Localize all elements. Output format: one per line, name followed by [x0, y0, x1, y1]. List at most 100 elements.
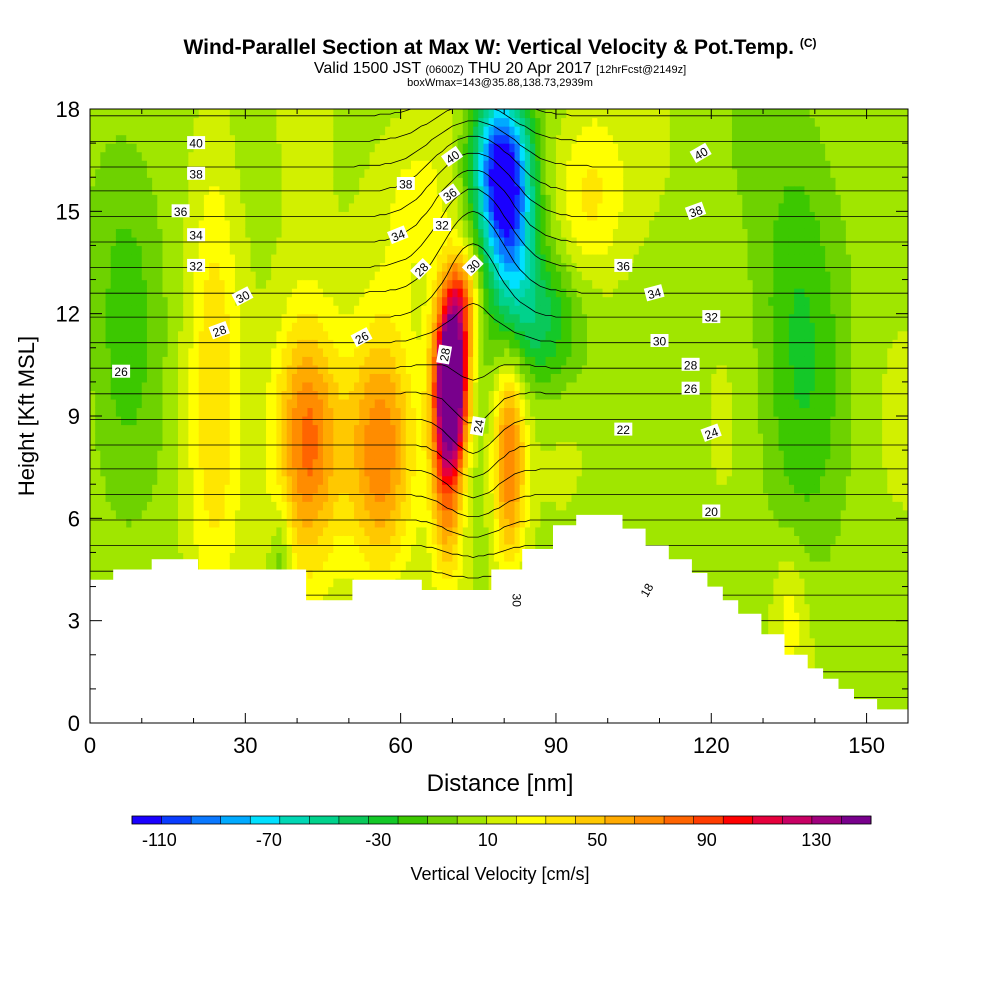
velocity-cell — [322, 433, 329, 443]
velocity-cell — [255, 160, 262, 170]
velocity-cell — [369, 467, 376, 477]
velocity-cell — [266, 339, 272, 349]
velocity-cell — [209, 484, 215, 494]
velocity-cell — [421, 202, 428, 212]
velocity-cell — [162, 134, 169, 144]
velocity-cell — [193, 151, 200, 161]
velocity-cell — [193, 117, 200, 127]
velocity-cell — [240, 467, 246, 477]
velocity-cell — [95, 211, 101, 221]
velocity-cell — [338, 373, 345, 383]
velocity-cell — [416, 433, 422, 443]
velocity-cell — [436, 526, 443, 536]
velocity-cell — [405, 543, 412, 554]
velocity-cell — [354, 390, 360, 400]
velocity-cell — [379, 151, 386, 161]
velocity-cell — [343, 390, 350, 400]
velocity-cell — [146, 424, 153, 434]
velocity-cell — [364, 202, 371, 212]
velocity-cell — [426, 211, 433, 221]
velocity-cell — [436, 117, 443, 127]
velocity-cell — [369, 330, 376, 340]
velocity-cell — [291, 381, 298, 392]
velocity-cell — [193, 364, 200, 374]
velocity-cell — [374, 117, 381, 127]
velocity-cell — [95, 356, 101, 366]
velocity-cell — [183, 373, 189, 383]
velocity-cell — [369, 168, 376, 178]
velocity-cell — [369, 322, 376, 332]
velocity-cell — [343, 160, 350, 170]
velocity-cell — [95, 236, 101, 247]
velocity-cell — [297, 407, 303, 417]
velocity-cell — [172, 441, 179, 451]
velocity-cell — [343, 373, 350, 383]
velocity-cell — [359, 253, 365, 264]
velocity-cell — [276, 109, 283, 119]
velocity-cell — [307, 211, 314, 221]
velocity-cell — [307, 151, 314, 161]
velocity-cell — [395, 407, 402, 417]
velocity-cell — [250, 475, 257, 485]
velocity-cell — [374, 381, 381, 392]
velocity-cell — [302, 211, 309, 221]
velocity-cell — [426, 398, 433, 409]
velocity-cell — [100, 194, 107, 204]
velocity-cell — [110, 219, 117, 229]
velocity-cell — [379, 475, 386, 485]
velocity-cell — [245, 407, 252, 417]
velocity-cell — [105, 288, 112, 298]
velocity-cell — [152, 381, 158, 392]
velocity-cell — [183, 509, 189, 519]
velocity-cell — [121, 347, 127, 357]
velocity-cell — [115, 279, 122, 289]
velocity-cell — [431, 330, 438, 340]
velocity-cell — [157, 245, 164, 255]
velocity-cell — [364, 168, 371, 178]
velocity-cell — [105, 526, 112, 536]
velocity-cell — [95, 322, 101, 332]
velocity-cell — [229, 535, 236, 545]
velocity-cell — [416, 501, 422, 511]
velocity-cell — [276, 543, 283, 554]
velocity-cell — [369, 211, 376, 221]
velocity-cell — [266, 373, 272, 383]
velocity-cell — [343, 543, 350, 554]
velocity-cell — [115, 202, 122, 212]
velocity-cell — [219, 407, 226, 417]
velocity-cell — [426, 202, 433, 212]
velocity-cell — [333, 441, 340, 451]
velocity-cell — [302, 202, 309, 212]
velocity-cell — [131, 381, 138, 392]
velocity-cell — [115, 194, 122, 204]
velocity-cell — [229, 475, 236, 485]
velocity-cell — [395, 305, 402, 315]
velocity-cell — [354, 194, 360, 204]
velocity-cell — [167, 262, 174, 272]
velocity-cell — [136, 475, 143, 485]
velocity-cell — [219, 339, 226, 349]
velocity-cell — [172, 194, 179, 204]
velocity-cell — [297, 219, 303, 229]
velocity-cell — [266, 509, 272, 519]
velocity-cell — [90, 450, 96, 460]
velocity-cell — [126, 305, 133, 315]
velocity-cell — [281, 484, 288, 494]
velocity-cell — [281, 236, 288, 247]
velocity-cell — [214, 424, 221, 434]
velocity-cell — [442, 253, 448, 264]
velocity-cell — [121, 117, 127, 127]
velocity-cell — [193, 219, 200, 229]
velocity-cell — [369, 271, 376, 281]
velocity-cell — [167, 322, 174, 332]
velocity-cell — [364, 194, 371, 204]
velocity-cell — [255, 467, 262, 477]
velocity-cell — [126, 271, 133, 281]
velocity-cell — [297, 552, 303, 562]
velocity-cell — [131, 126, 138, 136]
velocity-cell — [348, 262, 355, 272]
velocity-cell — [333, 185, 340, 195]
velocity-cell — [312, 347, 319, 357]
velocity-cell — [255, 441, 262, 451]
velocity-cell — [224, 416, 231, 426]
